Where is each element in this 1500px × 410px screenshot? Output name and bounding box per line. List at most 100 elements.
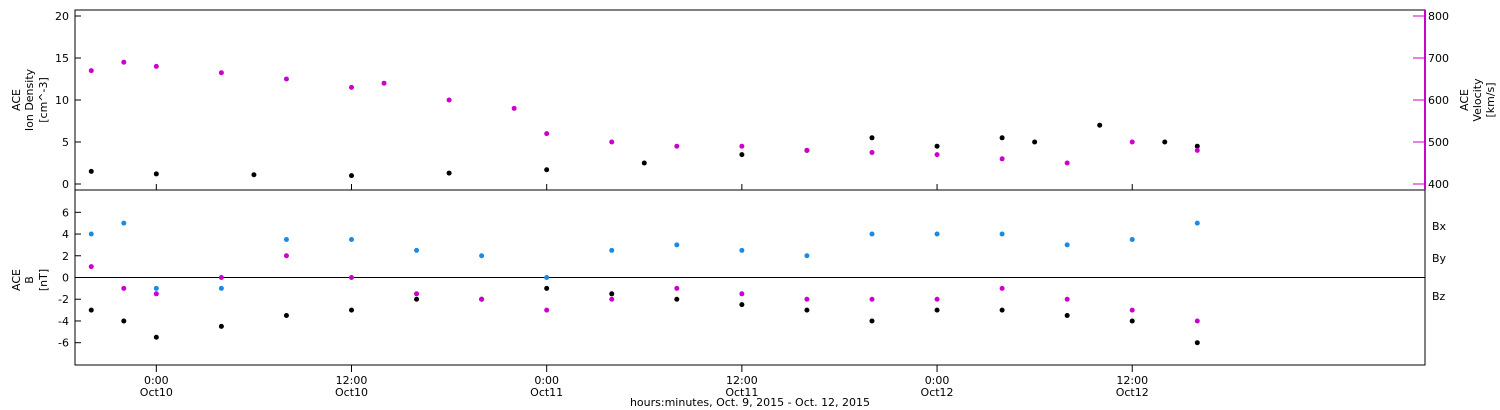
x-tick-date-1: Oct10 (335, 386, 368, 399)
x-tick-date-0: Oct10 (140, 386, 173, 399)
top-left-ylabel-line-3: [cm^-3] (37, 77, 50, 123)
bottom-tick-label-0: -6 (58, 337, 69, 350)
top-series-1-point-14 (869, 150, 875, 155)
top-series-1-point-7 (446, 97, 452, 103)
top-series-1-point-17 (1064, 160, 1070, 166)
bottom-series-bx-point-10 (674, 296, 680, 302)
bottom-tick-label-5: 4 (62, 228, 69, 241)
bottom-series-bx-point-4 (283, 313, 289, 319)
top-series-0-point-12 (1032, 139, 1038, 145)
bottom-series-by-point-9 (609, 247, 615, 253)
top-series-0-point-6 (641, 160, 647, 166)
bottom-series-bz-point-4 (283, 253, 289, 259)
bottom-series-by-point-13 (869, 231, 875, 237)
top-series-1-point-0 (88, 68, 94, 74)
top-series-1-point-11 (674, 143, 680, 149)
bottom-series-bz-point-5 (349, 275, 355, 280)
bottom-series-by-point-1 (121, 220, 127, 226)
top-series-0-point-0 (88, 168, 94, 174)
top-left-tick-label-2: 10 (55, 94, 69, 107)
top-right-tick-label-0: 400 (1428, 178, 1449, 191)
bottom-series-bz-point-14 (934, 296, 940, 302)
bottom-series-bz-point-13 (869, 296, 875, 302)
top-series-1-point-16 (999, 156, 1005, 162)
bottom-series-bx-point-13 (869, 318, 875, 324)
bottom-series-bx-point-11 (739, 302, 745, 308)
bottom-series-bz-point-6 (414, 291, 420, 297)
bottom-series-bx-point-16 (1064, 313, 1070, 319)
bottom-series-bz-point-11 (739, 291, 745, 297)
bottom-series-bz-point-17 (1129, 307, 1135, 313)
top-series-0-point-3 (349, 173, 355, 179)
bottom-series-by-point-6 (414, 247, 420, 253)
top-series-0-point-10 (934, 143, 940, 149)
top-series-1-point-5 (349, 84, 355, 90)
top-series-0-point-13 (1097, 122, 1103, 128)
bottom-series-by-point-8 (544, 275, 550, 280)
top-series-1-point-3 (218, 70, 224, 76)
top-series-1-point-19 (1194, 147, 1200, 153)
top-series-0-point-11 (999, 135, 1005, 141)
bottom-series-bx-point-18 (1194, 340, 1200, 346)
bottom-series-by-point-18 (1194, 220, 1200, 226)
top-series-1-point-4 (283, 76, 289, 82)
top-left-axis-ticks: 0 5 10 15 20 (55, 10, 81, 191)
top-left-tick-label-1: 5 (62, 136, 69, 149)
bottom-series-bx-point-8 (544, 285, 550, 291)
bottom-series-by-point-10 (674, 242, 680, 248)
x-tick-time-3: 12:00 (726, 374, 758, 387)
top-series-0-point-1 (153, 171, 159, 177)
top-left-tick-label-3: 15 (55, 52, 69, 65)
top-series-1-point-2 (153, 63, 159, 69)
top-panel-points (88, 59, 1200, 179)
bottom-series-bx-point-14 (934, 307, 940, 313)
x-tick-date-5: Oct12 (1116, 386, 1149, 399)
top-right-axis-ticks: 400 500 600 700 800 (1413, 10, 1449, 191)
x-axis-title: hours:minutes, Oct. 9, 2015 - Oct. 12, 2… (630, 396, 870, 409)
top-series-1-point-18 (1129, 139, 1135, 145)
bottom-tick-label-1: -4 (58, 315, 69, 328)
bottom-series-bz-point-7 (479, 296, 485, 302)
bottom-series-bz-point-18 (1194, 318, 1200, 324)
legend-bz: Bz (1432, 290, 1446, 303)
bottom-series-bx-point-3 (218, 323, 224, 329)
bottom-series-by-point-0 (88, 231, 94, 237)
top-right-tick-label-2: 600 (1428, 94, 1449, 107)
bottom-series-bz-point-15 (999, 285, 1005, 291)
bottom-ylabel-line-1: ACE (10, 269, 23, 291)
top-series-1-point-12 (739, 143, 745, 149)
x-tick-date-4: Oct12 (921, 386, 954, 399)
bottom-series-by-point-3 (218, 285, 224, 291)
top-right-ylabel-line-2: Velocity (1471, 78, 1484, 122)
top-series-0-point-14 (1162, 139, 1168, 145)
bottom-series-bz-point-1 (121, 285, 127, 291)
top-series-1-point-15 (934, 152, 940, 158)
top-series-0-point-2 (251, 172, 257, 178)
bottom-series-bx-point-2 (153, 334, 159, 340)
bottom-series-bz-point-10 (674, 285, 680, 291)
bottom-series-bx-point-6 (414, 296, 420, 302)
top-right-ylabel-line-1: ACE (1458, 89, 1471, 111)
bottom-ylabel-line-2: B (23, 276, 36, 284)
top-series-0-point-7 (739, 152, 745, 158)
bottom-series-by-point-2 (153, 285, 159, 291)
top-left-tick-label-4: 20 (55, 10, 69, 23)
bottom-series-bx-point-0 (88, 307, 94, 313)
top-series-0-point-15 (1194, 143, 1200, 149)
top-series-1-point-6 (381, 80, 387, 86)
x-axis-ticks: 0:00Oct1012:00Oct100:00Oct1112:00Oct110:… (140, 184, 1149, 399)
bottom-series-by-point-7 (479, 253, 485, 259)
x-tick-time-1: 12:00 (336, 374, 368, 387)
x-tick-time-2: 0:00 (534, 374, 559, 387)
legend-bx: Bx (1432, 220, 1447, 233)
bottom-series-by-point-12 (804, 253, 810, 259)
bottom-series-bx-point-5 (349, 307, 355, 313)
top-left-tick-label-0: 0 (62, 178, 69, 191)
bottom-tick-label-3: 0 (62, 272, 69, 285)
x-tick-date-3: Oct11 (725, 386, 758, 399)
top-series-0-point-9 (869, 135, 875, 141)
bottom-series-bx-point-12 (804, 307, 810, 313)
bottom-ylabel-line-3: [nT] (37, 269, 50, 291)
bottom-series-by-point-5 (349, 236, 355, 242)
